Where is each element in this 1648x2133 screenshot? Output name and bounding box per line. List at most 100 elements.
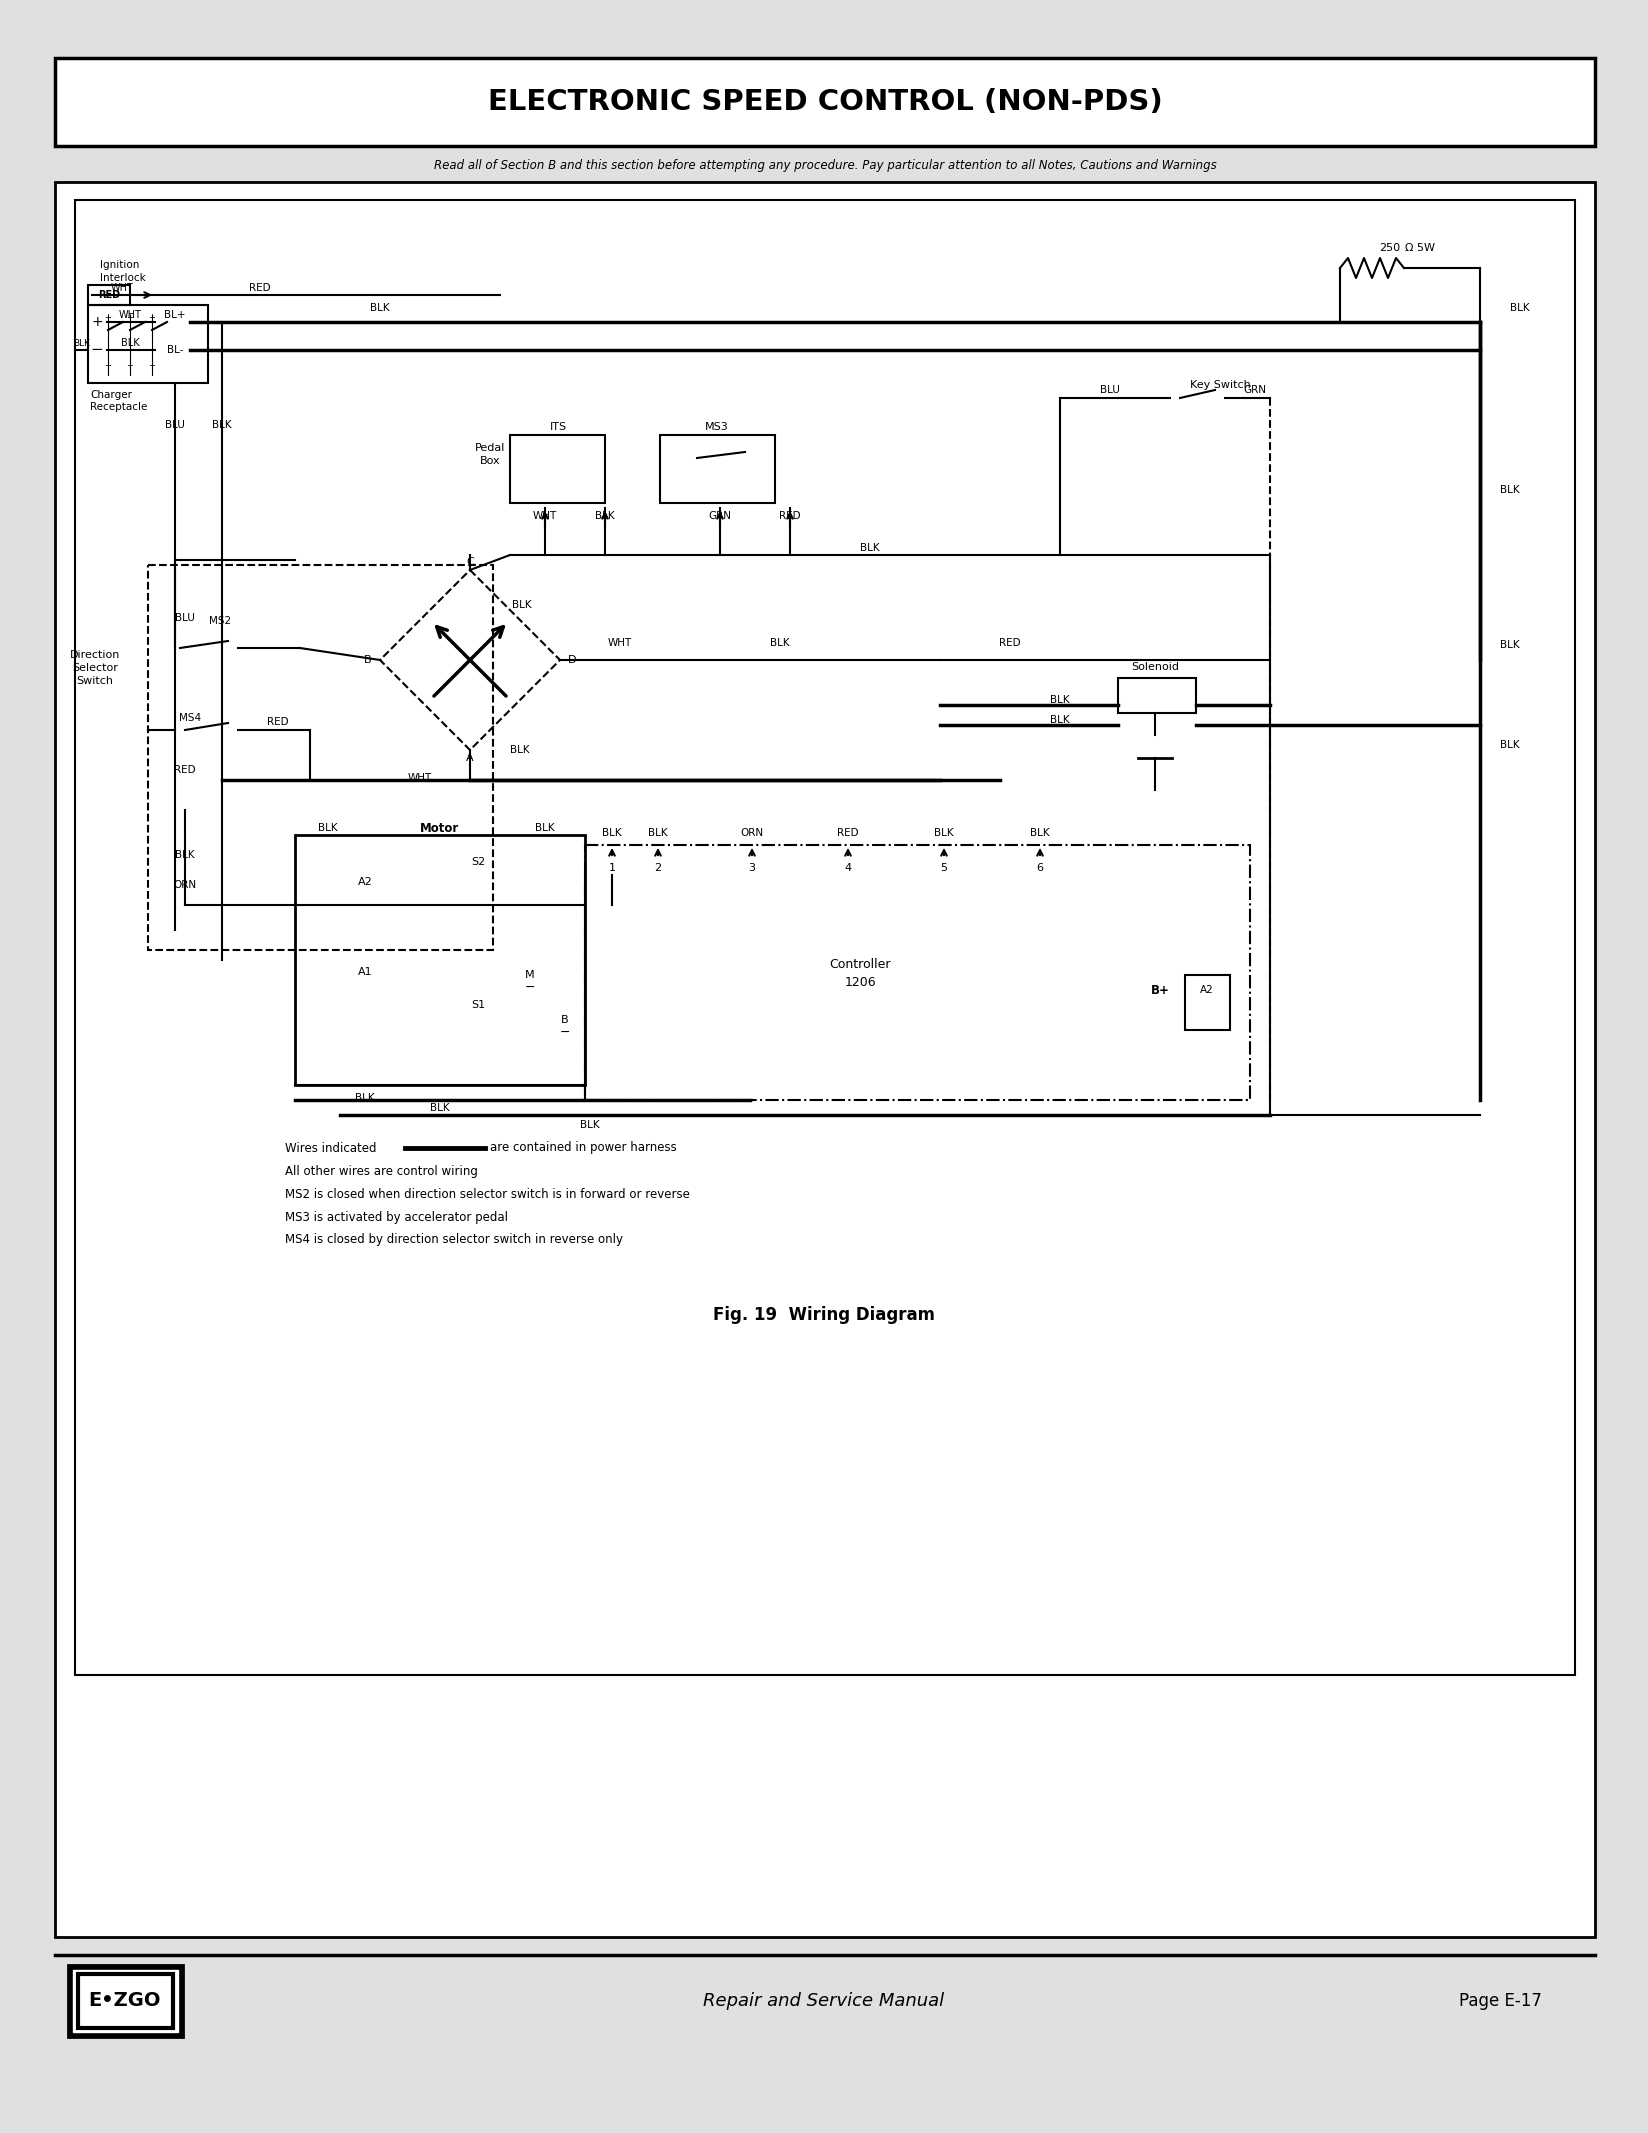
Text: MS3: MS3 xyxy=(705,422,728,433)
Text: GRN: GRN xyxy=(709,512,732,520)
Text: BLK: BLK xyxy=(648,828,667,838)
Text: Direction: Direction xyxy=(69,651,120,659)
Text: BLU: BLU xyxy=(1099,384,1119,395)
Text: BLK: BLK xyxy=(354,1092,374,1103)
Text: Box: Box xyxy=(480,456,499,465)
Text: Selector: Selector xyxy=(73,663,119,674)
Text: BLK: BLK xyxy=(120,337,138,348)
Text: −: − xyxy=(91,343,104,358)
Text: WHT: WHT xyxy=(532,512,557,520)
Text: MS2 is closed when direction selector switch is in forward or reverse: MS2 is closed when direction selector sw… xyxy=(285,1188,689,1201)
Bar xyxy=(68,1964,183,2037)
Text: −: − xyxy=(559,1026,570,1039)
Text: BLK: BLK xyxy=(1500,640,1519,651)
Text: MS4 is closed by direction selector switch in reverse only: MS4 is closed by direction selector swit… xyxy=(285,1233,623,1246)
Text: BLK: BLK xyxy=(513,599,532,610)
Text: RED: RED xyxy=(97,290,120,301)
Text: S2: S2 xyxy=(471,857,485,866)
Text: RED: RED xyxy=(780,512,801,520)
Text: 250: 250 xyxy=(1379,243,1399,254)
Text: A: A xyxy=(466,753,473,764)
Text: BLK: BLK xyxy=(1050,695,1070,706)
Text: Solenoid: Solenoid xyxy=(1131,661,1178,672)
Text: ORN: ORN xyxy=(740,828,763,838)
Text: Page E-17: Page E-17 xyxy=(1458,1992,1541,2009)
Polygon shape xyxy=(1137,736,1172,757)
Text: 4: 4 xyxy=(844,864,850,872)
Text: Controller: Controller xyxy=(829,958,890,971)
Bar xyxy=(54,181,1594,1937)
Text: BLK: BLK xyxy=(213,420,232,431)
Text: +: + xyxy=(148,360,155,369)
Text: 6: 6 xyxy=(1037,864,1043,872)
Text: 2: 2 xyxy=(654,864,661,872)
Text: Ω 5W: Ω 5W xyxy=(1404,243,1434,254)
Text: +: + xyxy=(104,360,112,369)
Text: +: + xyxy=(127,360,133,369)
Bar xyxy=(1185,975,1229,1030)
Text: RED: RED xyxy=(999,638,1020,648)
Text: MS2: MS2 xyxy=(209,616,231,625)
Text: Charger: Charger xyxy=(91,390,132,401)
Text: 3: 3 xyxy=(748,864,755,872)
Text: B+: B+ xyxy=(1150,983,1168,996)
Bar xyxy=(73,1971,178,2033)
Text: Switch: Switch xyxy=(76,676,114,687)
Bar xyxy=(295,834,585,1086)
Text: BL-: BL- xyxy=(166,346,183,354)
Bar xyxy=(148,565,493,949)
Text: RED: RED xyxy=(267,717,288,727)
Text: WHT: WHT xyxy=(608,638,631,648)
Text: RED: RED xyxy=(837,828,859,838)
Text: BLK: BLK xyxy=(602,828,621,838)
Text: BLK: BLK xyxy=(175,849,194,860)
Text: BLK: BLK xyxy=(770,638,789,648)
Text: +: + xyxy=(91,316,102,328)
Text: 1: 1 xyxy=(608,864,615,872)
Text: +: + xyxy=(104,314,112,322)
Text: MS3 is activated by accelerator pedal: MS3 is activated by accelerator pedal xyxy=(285,1212,508,1224)
Text: WHT: WHT xyxy=(119,309,142,320)
Text: BLU: BLU xyxy=(165,420,185,431)
Text: 5: 5 xyxy=(939,864,948,872)
Text: Receptacle: Receptacle xyxy=(91,401,147,412)
Text: BLK: BLK xyxy=(1030,828,1050,838)
Text: Ignition: Ignition xyxy=(101,260,140,271)
Bar xyxy=(77,1973,173,2028)
Text: BLK: BLK xyxy=(74,339,91,348)
Bar xyxy=(87,305,208,384)
Text: ITS: ITS xyxy=(549,422,567,433)
Text: BLK: BLK xyxy=(580,1120,600,1130)
Text: ELECTRONIC SPEED CONTROL (NON-PDS): ELECTRONIC SPEED CONTROL (NON-PDS) xyxy=(488,87,1162,115)
Text: BLK: BLK xyxy=(934,828,953,838)
Text: WHT: WHT xyxy=(110,284,133,292)
Bar xyxy=(509,435,605,503)
Text: MS4: MS4 xyxy=(180,712,201,723)
Text: are contained in power harness: are contained in power harness xyxy=(489,1141,676,1154)
Text: WHT: WHT xyxy=(407,772,432,783)
Text: A2: A2 xyxy=(358,877,372,887)
Text: +: + xyxy=(148,314,155,322)
Text: BLK: BLK xyxy=(1510,303,1529,314)
Text: BLK: BLK xyxy=(860,544,880,552)
Text: RED: RED xyxy=(249,284,270,292)
Text: B: B xyxy=(560,1015,569,1026)
Text: BLK: BLK xyxy=(1500,740,1519,751)
Text: Pedal: Pedal xyxy=(475,444,504,452)
Text: 1206: 1206 xyxy=(844,975,875,988)
Text: A2: A2 xyxy=(1200,985,1213,994)
Bar xyxy=(87,286,130,305)
Text: Repair and Service Manual: Repair and Service Manual xyxy=(704,1992,944,2009)
Text: Read all of Section B and this section before attempting any procedure. Pay part: Read all of Section B and this section b… xyxy=(433,158,1216,171)
Text: BLK: BLK xyxy=(509,744,529,755)
Text: Interlock: Interlock xyxy=(101,273,145,284)
Text: BLK: BLK xyxy=(536,823,554,834)
Text: BLK: BLK xyxy=(430,1103,450,1113)
Text: +: + xyxy=(127,314,133,322)
Text: BLK: BLK xyxy=(1500,484,1519,495)
Text: All other wires are control wiring: All other wires are control wiring xyxy=(285,1165,478,1177)
Text: BLK: BLK xyxy=(595,512,615,520)
Text: RED: RED xyxy=(175,766,196,774)
Text: BLK: BLK xyxy=(369,303,389,314)
Text: GRN: GRN xyxy=(1243,384,1266,395)
